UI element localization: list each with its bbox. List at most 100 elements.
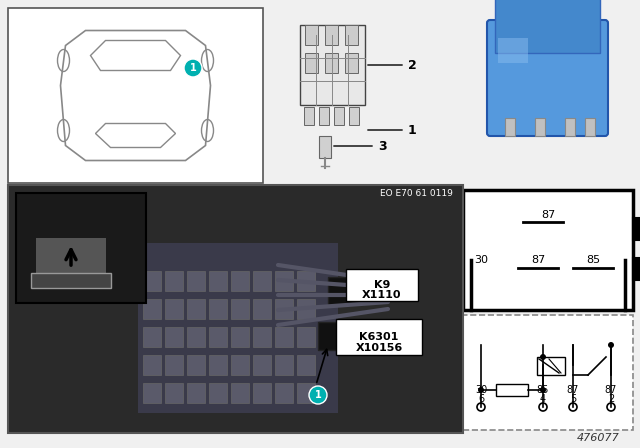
FancyBboxPatch shape — [318, 322, 353, 350]
FancyBboxPatch shape — [565, 118, 575, 136]
Text: 1: 1 — [189, 63, 196, 73]
FancyBboxPatch shape — [334, 107, 344, 125]
FancyBboxPatch shape — [633, 258, 640, 280]
FancyBboxPatch shape — [300, 25, 365, 105]
FancyBboxPatch shape — [275, 299, 293, 319]
FancyBboxPatch shape — [496, 384, 528, 396]
FancyBboxPatch shape — [535, 118, 545, 136]
FancyBboxPatch shape — [209, 299, 227, 319]
FancyBboxPatch shape — [138, 243, 338, 413]
Circle shape — [309, 386, 327, 404]
Text: K6301: K6301 — [359, 332, 399, 342]
Text: X10156: X10156 — [355, 343, 403, 353]
Circle shape — [539, 403, 547, 411]
FancyBboxPatch shape — [451, 258, 463, 280]
Text: 30: 30 — [475, 385, 487, 395]
FancyBboxPatch shape — [209, 355, 227, 375]
FancyBboxPatch shape — [187, 327, 205, 347]
FancyBboxPatch shape — [187, 299, 205, 319]
FancyBboxPatch shape — [304, 107, 314, 125]
FancyBboxPatch shape — [209, 327, 227, 347]
Text: 4: 4 — [540, 394, 546, 404]
Circle shape — [608, 342, 614, 348]
FancyBboxPatch shape — [253, 299, 271, 319]
FancyBboxPatch shape — [253, 383, 271, 403]
FancyBboxPatch shape — [328, 277, 363, 305]
FancyBboxPatch shape — [187, 383, 205, 403]
Text: 1: 1 — [315, 390, 321, 400]
FancyBboxPatch shape — [537, 357, 565, 375]
FancyBboxPatch shape — [143, 299, 161, 319]
FancyBboxPatch shape — [463, 315, 633, 430]
FancyBboxPatch shape — [31, 273, 111, 288]
Circle shape — [540, 354, 546, 360]
FancyBboxPatch shape — [498, 38, 528, 63]
FancyBboxPatch shape — [346, 269, 418, 301]
Text: 85: 85 — [537, 385, 549, 395]
FancyBboxPatch shape — [143, 383, 161, 403]
FancyBboxPatch shape — [165, 271, 183, 291]
Text: 6: 6 — [478, 394, 484, 404]
Text: 85: 85 — [586, 255, 600, 265]
FancyBboxPatch shape — [231, 327, 249, 347]
FancyBboxPatch shape — [143, 327, 161, 347]
FancyBboxPatch shape — [253, 271, 271, 291]
FancyBboxPatch shape — [336, 319, 422, 355]
FancyBboxPatch shape — [633, 218, 640, 240]
Text: 87: 87 — [541, 210, 555, 220]
FancyBboxPatch shape — [297, 271, 315, 291]
FancyBboxPatch shape — [305, 53, 318, 73]
Text: X1110: X1110 — [362, 290, 402, 300]
Text: 87: 87 — [567, 385, 579, 395]
FancyBboxPatch shape — [165, 327, 183, 347]
FancyBboxPatch shape — [143, 271, 161, 291]
FancyBboxPatch shape — [275, 327, 293, 347]
FancyBboxPatch shape — [275, 383, 293, 403]
Text: 2: 2 — [608, 394, 614, 404]
FancyBboxPatch shape — [165, 355, 183, 375]
FancyBboxPatch shape — [319, 136, 331, 158]
Text: K9: K9 — [374, 280, 390, 290]
FancyBboxPatch shape — [325, 53, 338, 73]
Text: 87: 87 — [531, 255, 545, 265]
Circle shape — [607, 403, 615, 411]
FancyBboxPatch shape — [585, 118, 595, 136]
FancyBboxPatch shape — [187, 271, 205, 291]
FancyBboxPatch shape — [231, 383, 249, 403]
Circle shape — [569, 403, 577, 411]
Text: 87: 87 — [605, 385, 617, 395]
FancyBboxPatch shape — [505, 118, 515, 136]
Text: 30: 30 — [474, 255, 488, 265]
Circle shape — [540, 387, 546, 393]
Text: 1: 1 — [408, 124, 417, 137]
FancyBboxPatch shape — [187, 355, 205, 375]
Text: 5: 5 — [570, 394, 576, 404]
FancyBboxPatch shape — [253, 355, 271, 375]
FancyBboxPatch shape — [487, 20, 608, 136]
FancyBboxPatch shape — [297, 327, 315, 347]
FancyBboxPatch shape — [297, 383, 315, 403]
FancyBboxPatch shape — [297, 355, 315, 375]
FancyBboxPatch shape — [345, 25, 358, 45]
FancyBboxPatch shape — [345, 53, 358, 73]
FancyBboxPatch shape — [231, 271, 249, 291]
FancyBboxPatch shape — [349, 107, 359, 125]
FancyBboxPatch shape — [8, 185, 463, 433]
FancyBboxPatch shape — [231, 355, 249, 375]
FancyBboxPatch shape — [495, 0, 600, 53]
FancyBboxPatch shape — [463, 190, 633, 310]
FancyBboxPatch shape — [143, 355, 161, 375]
Circle shape — [477, 403, 485, 411]
FancyBboxPatch shape — [275, 355, 293, 375]
Text: 2: 2 — [408, 59, 417, 72]
FancyBboxPatch shape — [36, 238, 106, 278]
FancyBboxPatch shape — [209, 383, 227, 403]
Text: EO E70 61 0119: EO E70 61 0119 — [380, 189, 453, 198]
FancyBboxPatch shape — [8, 8, 263, 183]
Text: 476077: 476077 — [577, 433, 620, 443]
FancyBboxPatch shape — [325, 25, 338, 45]
FancyBboxPatch shape — [253, 327, 271, 347]
FancyBboxPatch shape — [16, 193, 146, 303]
FancyBboxPatch shape — [319, 107, 329, 125]
Circle shape — [184, 59, 202, 77]
